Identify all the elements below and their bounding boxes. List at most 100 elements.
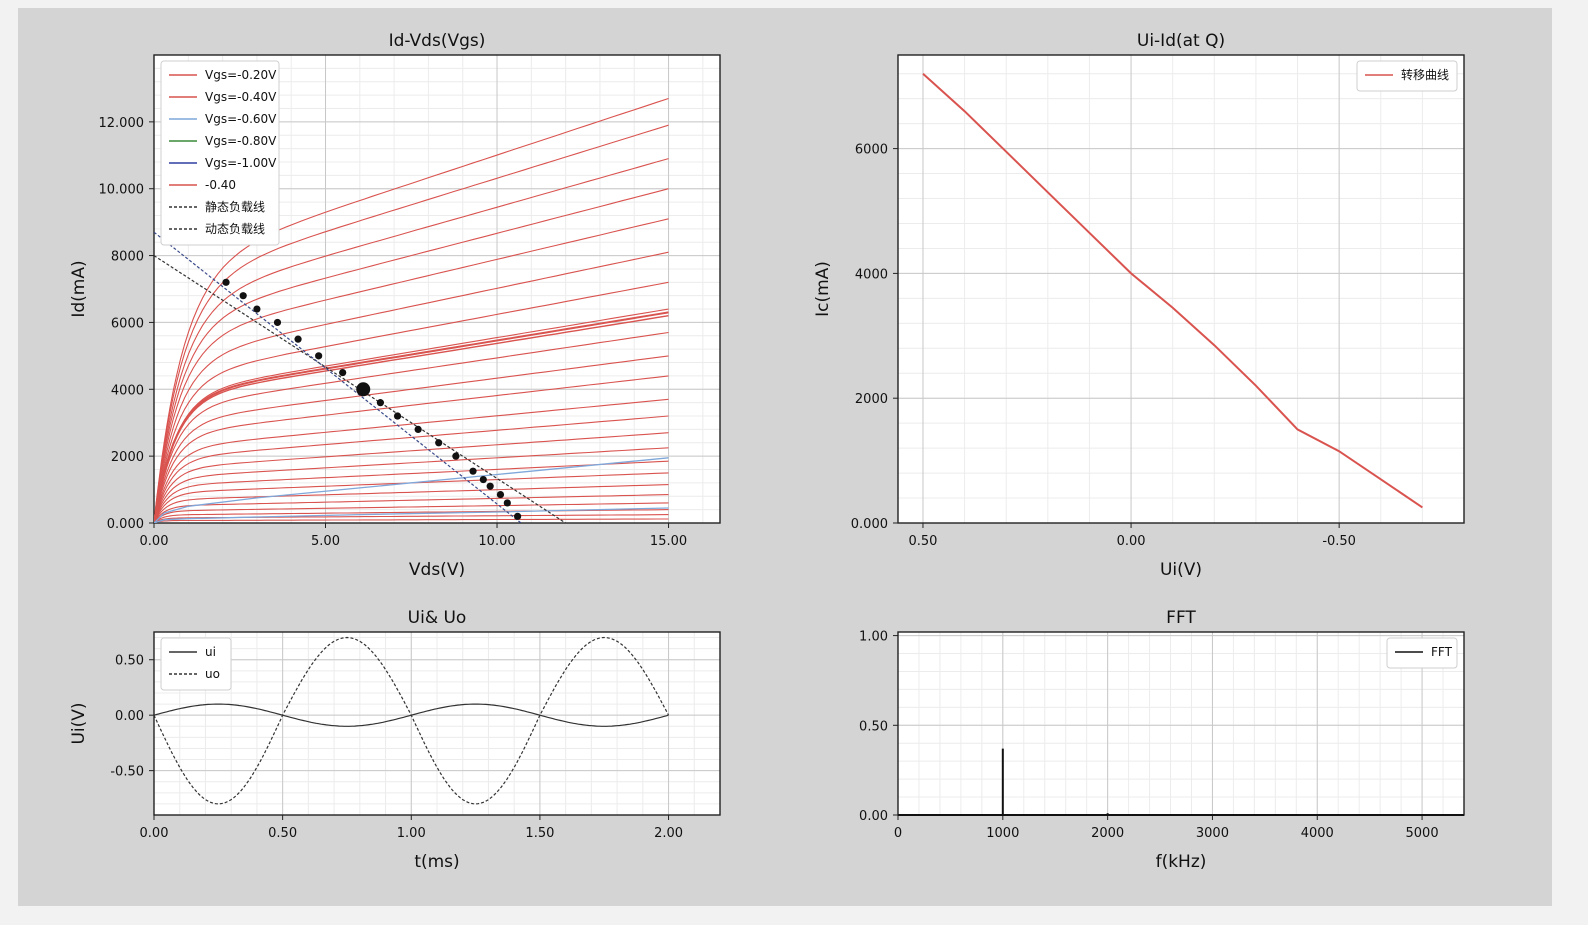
plot-frame	[153, 54, 721, 524]
operating-point-marker	[469, 467, 477, 475]
vgs-curve	[154, 484, 669, 523]
figure-canvas: 0.00 5.00 10.00 15.000.00020004000600080001…	[69, 31, 1465, 872]
y-tick-label: 0.000	[107, 517, 144, 532]
operating-point-marker	[435, 439, 443, 447]
vgs-curve	[154, 124, 669, 523]
y-tick-label: 2000	[855, 392, 888, 407]
vgs-curve	[154, 472, 669, 523]
chart-title: Id-Vds(Vgs)	[389, 31, 486, 51]
x-tick-label: 4000	[1301, 826, 1334, 841]
operating-point-marker	[479, 475, 487, 484]
x-tick-label: 5.00	[311, 534, 340, 549]
vgs-curve	[154, 158, 669, 523]
vgs-curve	[154, 97, 669, 523]
plot-a-series	[154, 97, 669, 523]
y-tick-label: 1.00	[859, 630, 888, 645]
x-tick-label: 5000	[1406, 826, 1439, 841]
q-point-marker	[356, 382, 371, 397]
chart-title: Ui& Uo	[408, 608, 467, 628]
x-tick-label: 0	[894, 826, 902, 841]
vgs-curve	[154, 514, 669, 523]
x-tick-label: 0.00	[1117, 534, 1146, 549]
legend-label: Vgs=-0.80V	[205, 134, 277, 148]
legend-box	[160, 637, 232, 691]
x-axis-label: f(kHz)	[1156, 852, 1207, 872]
y-tick-label: 8000	[111, 250, 144, 265]
transfer-curve-line	[922, 72, 1423, 509]
y-tick-label: 0.000	[851, 517, 888, 532]
y-tick-label: 0.00	[859, 809, 888, 824]
y-tick-label: 2000	[111, 450, 144, 465]
operating-point-marker	[503, 499, 511, 507]
plot-frame	[897, 54, 1465, 524]
vgs-curve	[154, 432, 669, 523]
vgs-curve	[154, 447, 669, 523]
y-axis-label: Ic(mA)	[813, 261, 833, 317]
operating-point-marker	[294, 335, 302, 343]
operating-point-marker	[273, 318, 282, 327]
operating-point-marker	[486, 482, 494, 490]
figure-panel: 0.00 5.00 10.00 15.00 0.000 2000 4000 6000 8000 1…	[18, 8, 1552, 906]
y-tick-label: 0.50	[115, 654, 144, 669]
x-tick-label: 3000	[1196, 826, 1229, 841]
operating-point-marker	[393, 412, 402, 420]
y-tick-label: 4000	[855, 267, 888, 282]
x-tick-label: -0.50	[1322, 534, 1356, 549]
operating-point-marker	[452, 452, 460, 460]
operating-curve	[154, 311, 669, 523]
operating-point-marker	[239, 292, 247, 300]
operating-point-marker	[514, 512, 522, 520]
x-axis-label: Ui(V)	[1160, 560, 1202, 580]
vgs-curve	[154, 494, 669, 523]
vgs-curve	[154, 251, 669, 523]
legend-label: uo	[205, 667, 220, 681]
legend-box	[1356, 60, 1458, 92]
legend-box	[160, 60, 280, 246]
legend-label: Vgs=-0.20V	[205, 68, 277, 82]
legend-label: Vgs=-1.00V	[205, 156, 277, 170]
legend-box	[1386, 637, 1458, 669]
plot-area	[898, 55, 1464, 523]
y-tick-label: 6000	[855, 143, 888, 158]
operating-point-marker	[376, 399, 384, 407]
x-tick-label: 0.00	[140, 534, 169, 549]
operating-point-marker	[253, 305, 261, 313]
vgs-curve-blue	[154, 507, 669, 523]
operating-point-marker	[222, 278, 230, 286]
x-axis-label: Vds(V)	[409, 560, 465, 580]
x-axis-label: t(ms)	[414, 852, 459, 872]
x-tick-label: 1000	[986, 826, 1019, 841]
legend-label: 静态负载线	[205, 200, 265, 214]
chart-title: FFT	[1166, 608, 1196, 628]
uo-waveform	[153, 636, 670, 805]
operating-point-marker	[339, 368, 347, 377]
legend-label: 动态负载线	[205, 222, 265, 236]
y-tick-label: 0.50	[859, 719, 888, 734]
y-axis-label: Ui(V)	[69, 702, 89, 744]
legend-label: Vgs=-0.60V	[205, 112, 277, 126]
x-tick-label: 15.00	[650, 534, 687, 549]
vgs-curve	[154, 281, 669, 523]
y-tick-label: -0.50	[110, 765, 144, 780]
vgs-curve	[154, 188, 669, 523]
legend-label: Vgs=-0.40V	[205, 90, 277, 104]
plot-frame	[153, 631, 721, 816]
operating-point-marker	[315, 352, 323, 360]
vgs-curve	[154, 218, 669, 523]
chart-title: Ui-Id(at Q)	[1137, 31, 1225, 51]
vgs-curve	[154, 398, 669, 523]
y-tick-label: 0.00	[115, 709, 144, 724]
y-axis-label: Id(mA)	[69, 260, 89, 317]
legend-label: ui	[205, 645, 216, 659]
x-tick-label: 0.00	[140, 826, 169, 841]
vgs-curve	[154, 460, 669, 523]
x-tick-label: 0.50	[268, 826, 297, 841]
vgs-curve	[154, 355, 669, 523]
plot-area	[898, 632, 1464, 815]
y-tick-label: 10.000	[99, 183, 145, 198]
vgs-curve	[154, 502, 669, 523]
vgs-curve	[154, 331, 669, 523]
x-tick-label: 2000	[1091, 826, 1124, 841]
vgs-curve	[154, 315, 669, 523]
operating-point-marker	[496, 490, 505, 499]
